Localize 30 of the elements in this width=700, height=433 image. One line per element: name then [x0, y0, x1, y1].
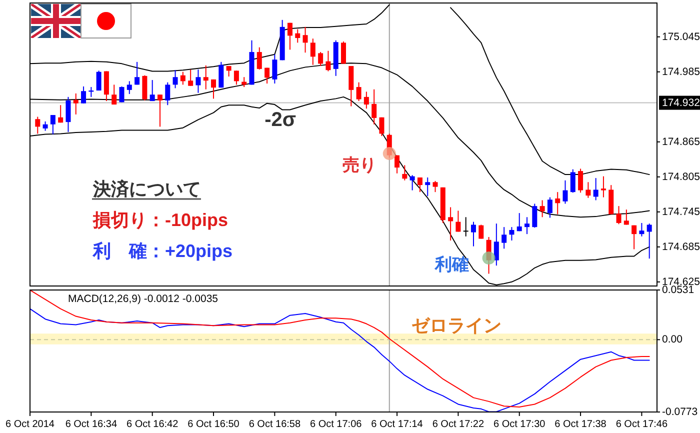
- x-tick-label: 6 Oct 17:14: [371, 419, 424, 430]
- y-tick-label: 0.00: [662, 334, 683, 346]
- x-tick-label: 6 Oct 17:38: [554, 419, 607, 430]
- x-tick-label: 6 Oct 17:22: [432, 419, 484, 430]
- x-tick-label: 6 Oct 17:46: [616, 419, 668, 430]
- annotation: 決済について: [92, 179, 201, 199]
- y-tick-label: -0.0773: [662, 406, 698, 418]
- y-tick-label: 174.985: [662, 66, 700, 78]
- annotation: 利確: [434, 254, 469, 274]
- band-label: ゼロライン: [411, 316, 502, 336]
- y-tick-label: 174.685: [662, 240, 700, 253]
- x-tick-label: 6 Oct 16:50: [188, 419, 240, 430]
- chart-title: MACD(12,26,9) -0.0012 -0.0035: [68, 293, 218, 305]
- x-tick-label: 6 Oct 17:06: [310, 419, 362, 430]
- annotation: 損切り：-10pips: [92, 210, 228, 230]
- ref-line-label: 174.932: [662, 96, 700, 109]
- x-tick-label: 6 Oct 2014: [6, 419, 55, 430]
- y-tick-label: 0.0531: [662, 284, 694, 296]
- y-tick-label: 174.745: [662, 206, 700, 218]
- ref-label: 174.932: [659, 96, 700, 110]
- y-tick-label: 174.865: [662, 136, 700, 148]
- x-tick-label: 6 Oct 16:34: [65, 419, 118, 430]
- annotation: -2σ: [264, 108, 296, 131]
- y-tick-label: 175.045: [662, 30, 700, 43]
- x-tick-label: 6 Oct 16:58: [248, 419, 301, 430]
- x-tick-label: 6 Oct 17:30: [494, 419, 546, 430]
- annotation: 売り: [342, 156, 376, 175]
- annotation: 利 確：+20pips: [92, 241, 233, 261]
- x-tick-label: 6 Oct 16:42: [126, 419, 179, 430]
- y-tick-label: 174.805: [662, 170, 700, 183]
